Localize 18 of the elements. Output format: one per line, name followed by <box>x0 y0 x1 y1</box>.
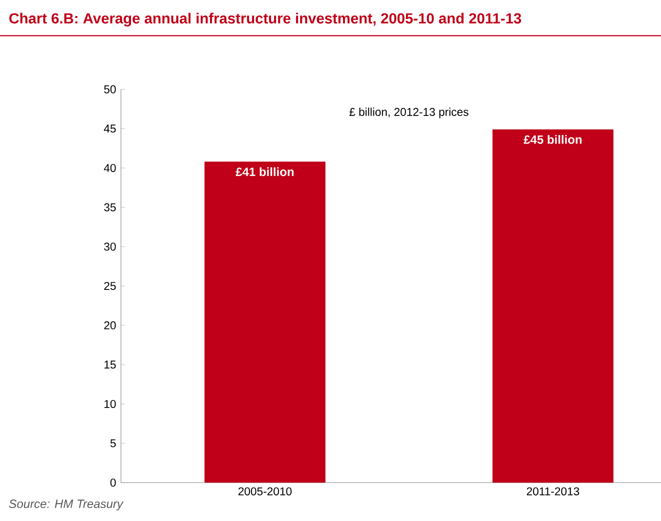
y-tick-label: 10 <box>104 400 116 408</box>
source-note: Source: HM Treasury <box>9 500 124 510</box>
y-tick-label: 5 <box>110 439 116 448</box>
y-tick-label: 45 <box>104 124 116 133</box>
x-tick-label: 2005-2010 <box>238 487 292 496</box>
y-tick-label: 15 <box>104 360 116 369</box>
data-label: £45 billion <box>524 135 582 144</box>
y-tick-label: 30 <box>104 242 116 251</box>
y-tick-label: 25 <box>104 282 116 290</box>
y-tick-label: 35 <box>104 203 116 212</box>
y-tick-label: 0 <box>110 478 116 487</box>
data-label: £41 billion <box>236 167 294 176</box>
y-tick-label: 20 <box>104 321 116 330</box>
text: £ billion, 2012-13 prices <box>349 108 468 118</box>
y-tick-label: 40 <box>104 164 116 172</box>
x-tick-label: 2011-2013 <box>526 487 580 496</box>
chart-title: Chart 6.B: Average annual infrastructure investment, 2005-10 and 2011-13 <box>9 12 522 27</box>
y-tick-label: 50 <box>104 85 116 94</box>
